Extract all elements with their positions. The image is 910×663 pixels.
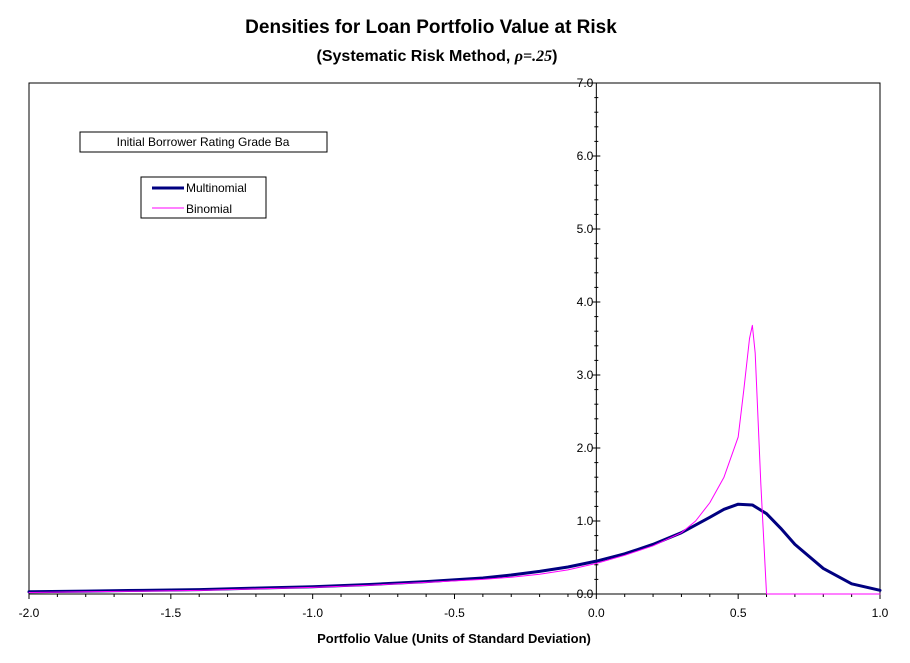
chart-title: Densities for Loan Portfolio Value at Ri…	[245, 17, 617, 38]
annotation-box: Initial Borrower Rating Grade Ba	[79, 131, 328, 153]
y-axis: 0.0 1.0 2.0 3.0 4.0 5.0 6.0 7.0	[577, 76, 601, 601]
x-tick-label: -1.0	[302, 606, 323, 620]
subtitle-suffix: )	[552, 48, 557, 65]
legend-label-binomial: Binomial	[186, 202, 232, 216]
y-tick-label: 6.0	[577, 149, 594, 163]
x-tick-label: 1.0	[872, 606, 889, 620]
legend-label-multinomial: Multinomial	[186, 181, 247, 195]
plot-area	[28, 82, 881, 595]
chart-subtitle: (Systematic Risk Method, ρ=.25)	[317, 48, 558, 65]
y-tick-label: 3.0	[577, 368, 594, 382]
subtitle-prefix: (Systematic Risk Method,	[317, 48, 515, 65]
y-tick-label: 2.0	[577, 441, 594, 455]
legend: Multinomial Binomial	[140, 176, 267, 219]
x-tick-label: -1.5	[160, 606, 181, 620]
series-line-binomial	[28, 324, 881, 595]
legend-frame	[140, 176, 267, 219]
x-tick-label: 0.5	[730, 606, 747, 620]
subtitle-rho: ρ=.25	[514, 48, 552, 65]
x-tick-label: -2.0	[19, 606, 40, 620]
x-tick-label: 0.0	[588, 606, 605, 620]
y-tick-label: 7.0	[577, 76, 594, 90]
y-tick-label: 1.0	[577, 514, 594, 528]
series-layer	[27, 324, 882, 595]
series-line-multinomial	[27, 502, 882, 594]
x-axis-label: Portfolio Value (Units of Standard Devia…	[317, 631, 591, 646]
x-axis: -2.0 -1.5 -1.0 -0.5 0.0 0.5 1.0	[19, 594, 889, 620]
y-tick-label: 4.0	[577, 295, 594, 309]
y-tick-label: 0.0	[577, 587, 594, 601]
x-tick-label: -0.5	[444, 606, 465, 620]
annotation-text: Initial Borrower Rating Grade Ba	[117, 135, 290, 149]
annotation-frame	[79, 131, 328, 153]
y-tick-label: 5.0	[577, 222, 594, 236]
